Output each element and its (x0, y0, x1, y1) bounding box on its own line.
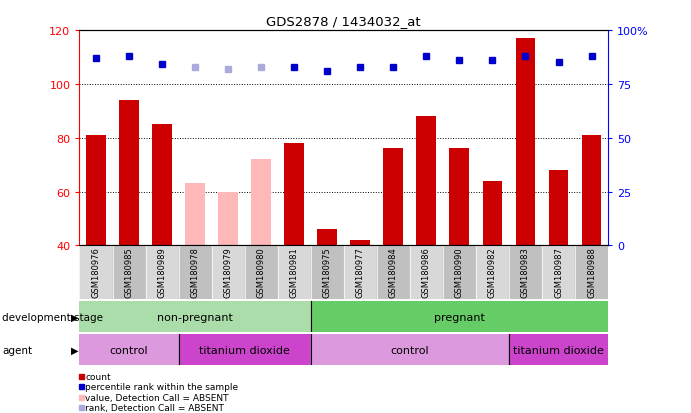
Text: GSM180979: GSM180979 (224, 247, 233, 297)
Bar (79, 246, 113, 299)
Bar (178, 246, 211, 299)
Bar (384, 149, 404, 246)
Text: GSM180988: GSM180988 (587, 247, 596, 297)
Bar (211, 246, 245, 299)
Bar (344, 246, 377, 299)
Text: GSM180987: GSM180987 (554, 247, 563, 297)
Bar (178, 335, 311, 366)
Bar (509, 335, 608, 366)
Text: GSM180982: GSM180982 (488, 247, 497, 297)
Bar (509, 246, 542, 299)
Bar (311, 301, 608, 332)
Bar (417, 117, 436, 246)
Title: GDS2878 / 1434032_at: GDS2878 / 1434032_at (267, 15, 421, 28)
Bar (146, 246, 178, 299)
Bar (549, 171, 569, 246)
Bar (86, 135, 106, 246)
Text: value, Detection Call = ABSENT: value, Detection Call = ABSENT (85, 393, 229, 402)
Bar (252, 160, 271, 246)
Bar (119, 101, 139, 246)
Bar (542, 246, 575, 299)
Bar (79, 301, 311, 332)
Text: agent: agent (2, 345, 32, 355)
Bar (482, 181, 502, 246)
Bar (311, 246, 343, 299)
Text: GSM180986: GSM180986 (422, 247, 431, 297)
Text: count: count (85, 372, 111, 381)
Bar (185, 184, 205, 246)
Text: GSM180985: GSM180985 (124, 247, 133, 297)
Text: rank, Detection Call = ABSENT: rank, Detection Call = ABSENT (85, 403, 224, 412)
Text: control: control (390, 345, 429, 355)
Text: development stage: development stage (2, 312, 103, 322)
Text: GSM180981: GSM180981 (290, 247, 299, 297)
Bar (245, 246, 278, 299)
Bar (582, 135, 601, 246)
Bar (410, 246, 443, 299)
Text: GSM180975: GSM180975 (323, 247, 332, 297)
Text: GSM180980: GSM180980 (256, 247, 265, 297)
Text: GSM180990: GSM180990 (455, 247, 464, 297)
Bar (79, 335, 178, 366)
Text: GSM180989: GSM180989 (158, 247, 167, 297)
Text: pregnant: pregnant (434, 312, 485, 322)
Bar (575, 246, 608, 299)
Bar (311, 335, 509, 366)
Text: GSM180983: GSM180983 (521, 247, 530, 297)
Text: ▶: ▶ (71, 312, 78, 322)
Bar (449, 149, 469, 246)
Text: GSM180976: GSM180976 (91, 247, 100, 297)
Text: percentile rank within the sample: percentile rank within the sample (85, 382, 238, 392)
Bar (377, 246, 410, 299)
Bar (515, 39, 536, 246)
Bar (113, 246, 146, 299)
Text: ▶: ▶ (71, 345, 78, 355)
Bar (218, 192, 238, 246)
Text: titanium dioxide: titanium dioxide (513, 345, 604, 355)
Text: GSM180977: GSM180977 (356, 247, 365, 297)
Text: titanium dioxide: titanium dioxide (199, 345, 290, 355)
Bar (317, 230, 337, 246)
Text: GSM180978: GSM180978 (191, 247, 200, 297)
Bar (284, 144, 304, 246)
Bar (476, 246, 509, 299)
Text: control: control (110, 345, 149, 355)
Bar (278, 246, 311, 299)
Text: non-pregnant: non-pregnant (157, 312, 233, 322)
Bar (443, 246, 476, 299)
Bar (350, 240, 370, 246)
Bar (152, 125, 172, 246)
Text: GSM180984: GSM180984 (389, 247, 398, 297)
